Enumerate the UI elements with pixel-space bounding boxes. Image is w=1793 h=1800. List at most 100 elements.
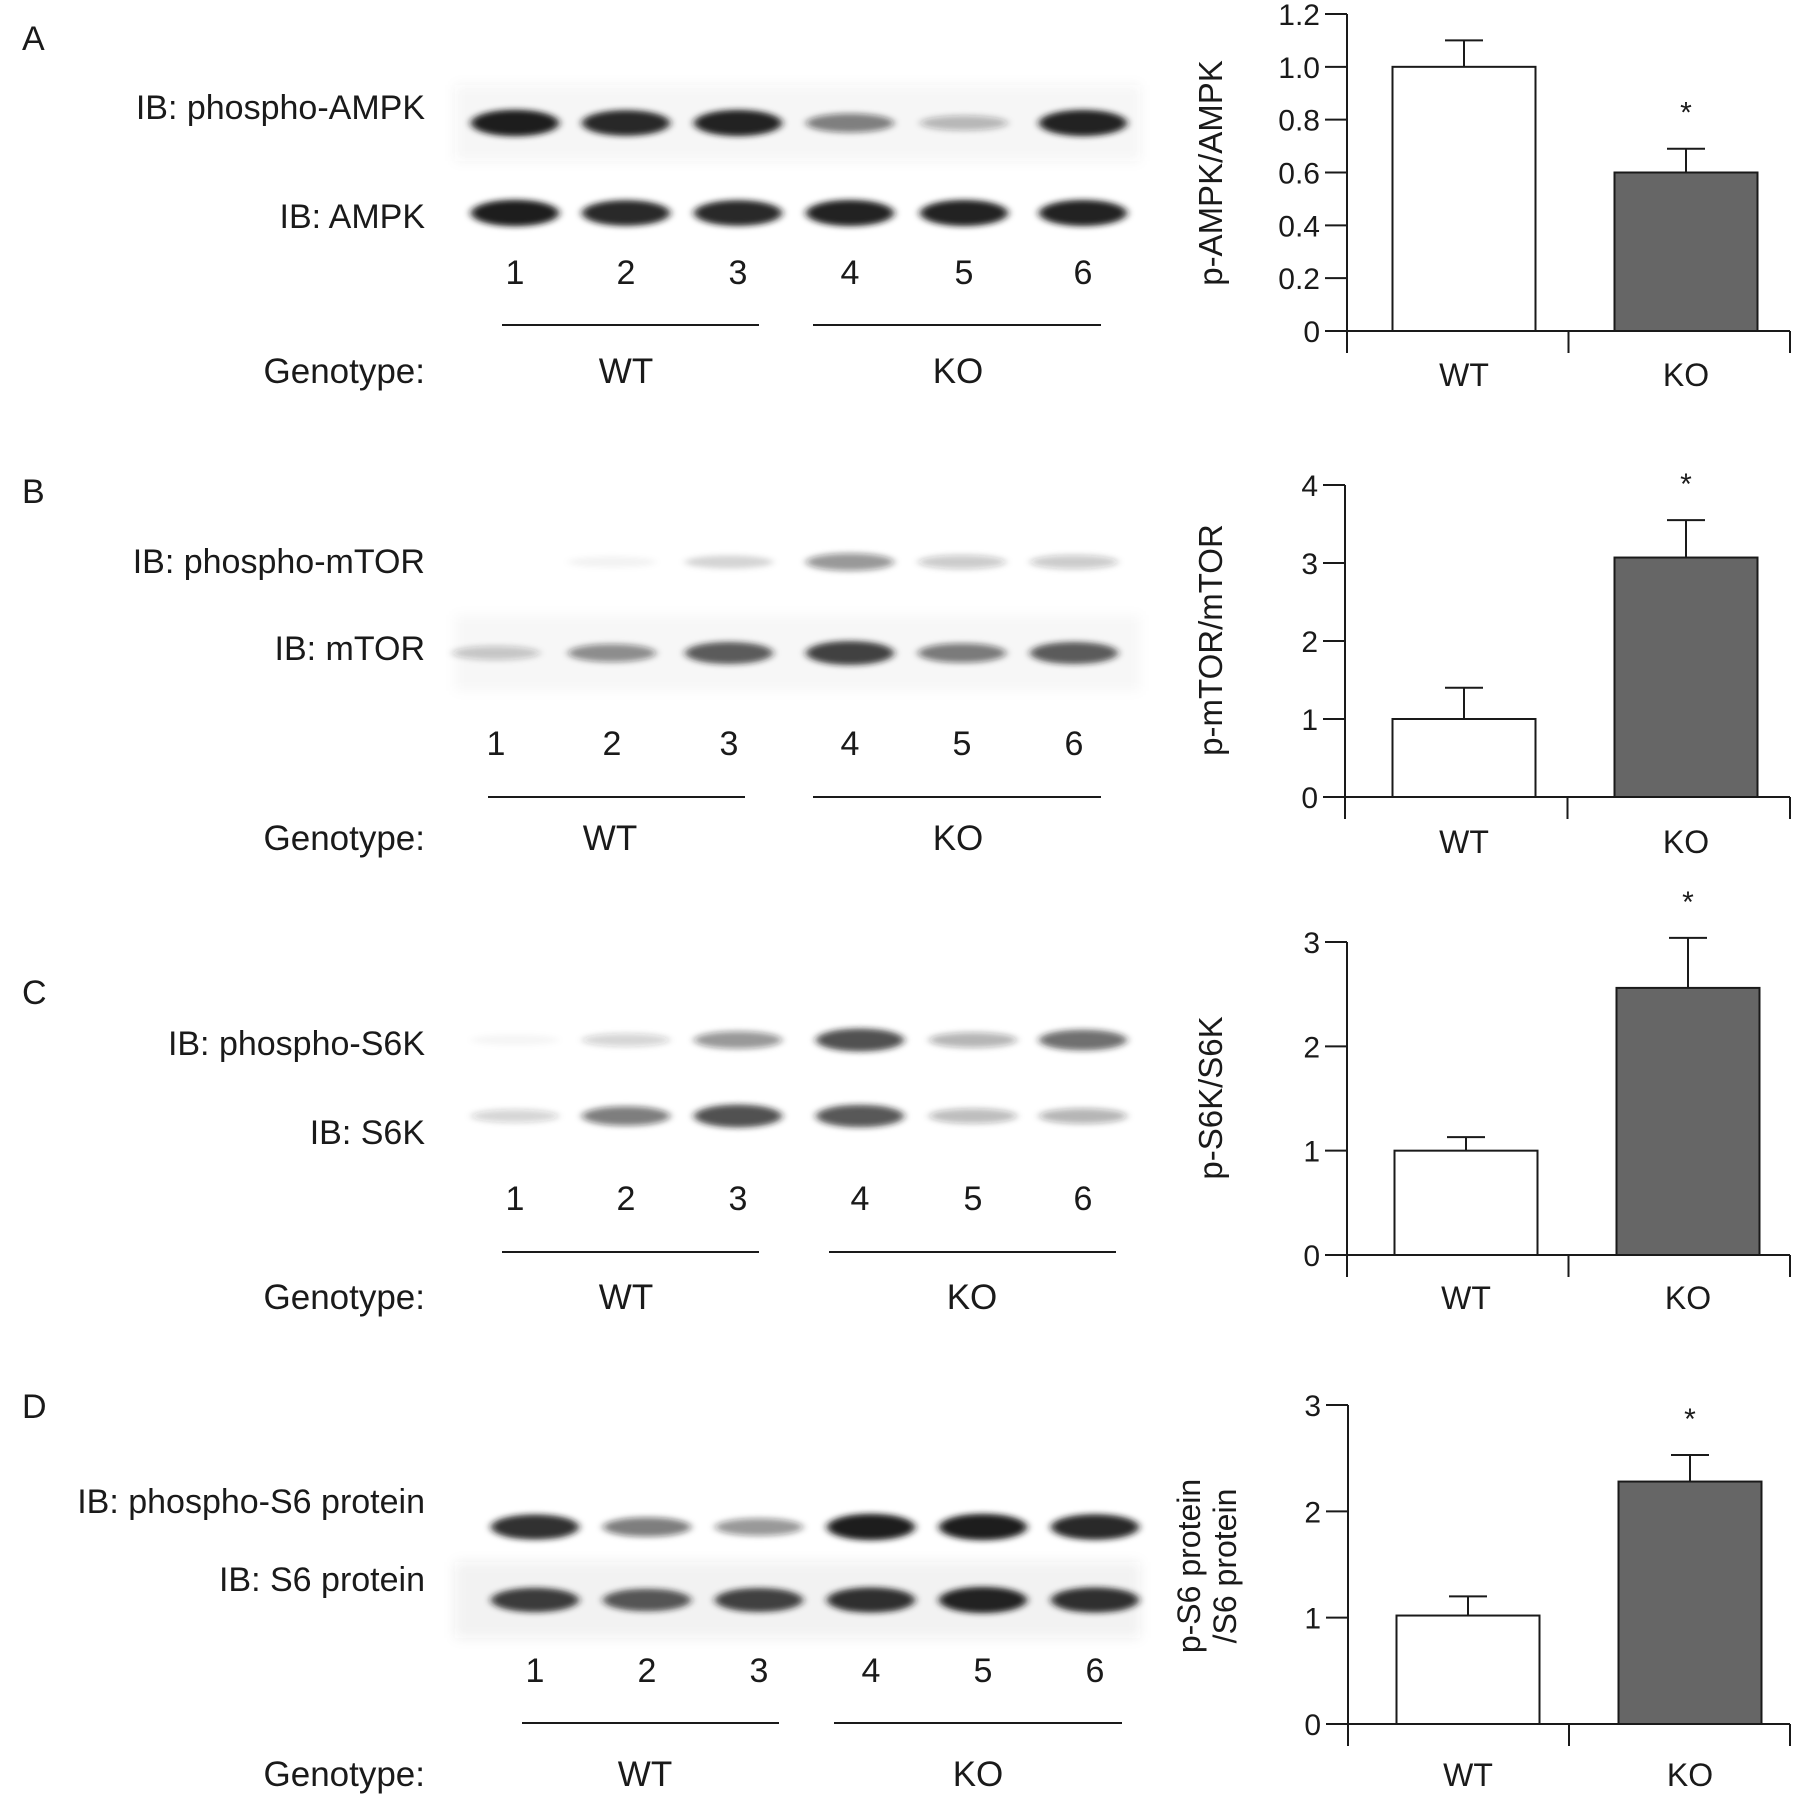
bar-wt — [1393, 1149, 1539, 1256]
bar-ko — [1613, 556, 1759, 798]
blot-band — [603, 1517, 691, 1537]
lane-number: 5 — [955, 254, 974, 292]
x-category-label: WT — [1441, 1280, 1491, 1316]
lane-number: 2 — [603, 725, 622, 763]
lane-number: 3 — [729, 1180, 748, 1218]
blot-band — [939, 1513, 1027, 1541]
genotype-label: Genotype: — [264, 352, 426, 391]
y-tick-label: 3 — [1301, 548, 1318, 581]
lane-number: 3 — [720, 725, 739, 763]
blot-strip — [455, 85, 1140, 161]
blot-band — [816, 1104, 904, 1128]
bar-wt — [1391, 718, 1537, 798]
lane-number: 2 — [617, 254, 636, 292]
blot-band — [918, 555, 1006, 569]
genotype-group: KO — [953, 1755, 1004, 1794]
blot-strip — [471, 1028, 1127, 1052]
blot-band — [715, 1587, 803, 1613]
lane-number: 3 — [750, 1652, 769, 1690]
y-tick-label: 3 — [1303, 927, 1320, 960]
significance-marker: * — [1684, 1403, 1696, 1436]
x-category-label: WT — [1443, 1757, 1493, 1793]
y-axis-label-line: /S6 protein — [1207, 1489, 1243, 1644]
lane-number: 2 — [638, 1652, 657, 1690]
lane-number: 5 — [953, 725, 972, 763]
x-category-label: WT — [1439, 824, 1489, 860]
lane-number: 5 — [964, 1180, 983, 1218]
blot-band — [471, 1109, 559, 1123]
y-tick-label: 1 — [1301, 704, 1318, 737]
bar-ko — [1617, 1480, 1763, 1726]
blot-band — [582, 1106, 670, 1126]
lane-number: 1 — [506, 254, 525, 292]
blot-band — [1030, 641, 1118, 665]
y-tick-label: 0.6 — [1278, 158, 1320, 191]
y-tick-label: 2 — [1304, 1496, 1321, 1529]
blot-band — [582, 110, 670, 136]
lane-number: 4 — [851, 1180, 870, 1218]
blot-strip — [568, 553, 1118, 571]
genotype-label: Genotype: — [264, 819, 426, 858]
blot-band — [1039, 109, 1127, 137]
blot-band — [568, 556, 656, 568]
blot-strip — [471, 199, 1127, 227]
bar-wt — [1395, 1614, 1541, 1726]
significance-marker: * — [1680, 97, 1692, 130]
blot-band — [491, 1587, 579, 1613]
blot-band — [1051, 1514, 1139, 1540]
x-category-label: KO — [1663, 824, 1709, 860]
bar-chart: 0 1 2 3 4 p-mTOR/mTOR WT * KO — [1192, 468, 1791, 860]
blot-band — [582, 200, 670, 226]
y-axis-label-line: p-S6 protein — [1171, 1479, 1207, 1653]
y-tick-label: 1.0 — [1278, 52, 1320, 85]
lane-number: 1 — [526, 1652, 545, 1690]
y-tick-label: 0 — [1304, 1709, 1321, 1742]
blot-band — [827, 1513, 915, 1541]
blot-label: IB: S6 protein — [219, 1561, 425, 1599]
blot-band — [1051, 1587, 1139, 1613]
blot-strip — [452, 640, 1118, 666]
y-tick-label: 1.2 — [1278, 0, 1320, 32]
y-tick-label: 3 — [1304, 1390, 1321, 1423]
genotype-group: KO — [933, 819, 984, 858]
panel-letter: C — [22, 974, 47, 1012]
blot-label: IB: phospho-AMPK — [136, 89, 425, 127]
blot-band — [1039, 1029, 1127, 1051]
significance-marker: * — [1680, 468, 1692, 501]
blot-label: IB: phospho-S6K — [168, 1025, 425, 1063]
y-tick-label: 0.8 — [1278, 105, 1320, 138]
bar-ko — [1615, 986, 1761, 1256]
y-tick-label: 2 — [1303, 1031, 1320, 1064]
blot-label: IB: S6K — [310, 1114, 426, 1152]
panel-letter: A — [22, 20, 45, 58]
genotype-label: Genotype: — [264, 1278, 426, 1317]
x-category-label: KO — [1667, 1757, 1713, 1793]
bar-chart: 0 1 2 3 p-S6 protein/S6 protein WT * KO — [1171, 1390, 1791, 1793]
blot-band — [685, 555, 773, 569]
lane-number: 1 — [487, 725, 506, 763]
blot-strip — [471, 1104, 1127, 1128]
blot-background — [455, 85, 1140, 161]
bar-ko — [1613, 171, 1759, 332]
blot-band — [816, 1028, 904, 1052]
lane-number: 6 — [1065, 725, 1084, 763]
y-tick-label: 0.4 — [1278, 210, 1320, 243]
blot-label: IB: phospho-mTOR — [133, 543, 425, 581]
lane-number: 4 — [862, 1652, 881, 1690]
genotype-group: KO — [947, 1278, 998, 1317]
blot-strip — [455, 1562, 1140, 1638]
blot-band — [1039, 199, 1127, 227]
y-tick-label: 0.2 — [1278, 263, 1320, 296]
bar-chart: 0 0.2 0.4 0.6 0.8 1.0 1.2 p-AMPK/AMPK WT * KO — [1192, 0, 1791, 393]
blot-band — [471, 199, 559, 227]
y-tick-label: 0 — [1303, 316, 1320, 349]
blot-band — [920, 115, 1008, 131]
blot-band — [603, 1588, 691, 1612]
blot-label: IB: mTOR — [275, 630, 426, 668]
blot-band — [452, 646, 540, 660]
x-category-label: KO — [1665, 1280, 1711, 1316]
y-axis-label: p-AMPK/AMPK — [1192, 60, 1229, 286]
x-category-label: WT — [1439, 357, 1489, 393]
lane-number: 4 — [841, 254, 860, 292]
y-axis-label: p-S6 protein/S6 protein — [1171, 1479, 1243, 1653]
